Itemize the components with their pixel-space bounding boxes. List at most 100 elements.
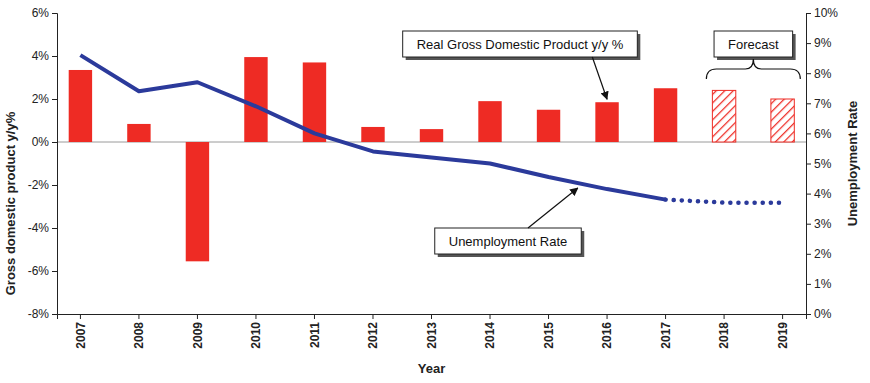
tick-mark (806, 254, 811, 255)
tick: 2% (806, 247, 832, 261)
tick: 2017 (659, 314, 673, 349)
tick-mark (431, 314, 432, 319)
tick-label: -4% (28, 221, 50, 235)
x-axis-title: Year (418, 361, 445, 376)
tick: 2009 (191, 314, 205, 349)
tick: 2013 (425, 314, 439, 349)
callout-box (435, 228, 582, 254)
tick-label: -2% (28, 178, 50, 192)
tick-mark (372, 314, 373, 319)
line (80, 55, 665, 199)
tick-label: 2% (32, 92, 50, 106)
tick-mark (52, 142, 57, 143)
tick-mark (806, 133, 811, 134)
callout-box (714, 31, 793, 57)
y-axis-title: Gross domestic product y/y% (3, 111, 18, 295)
tick-mark (314, 314, 315, 319)
bar (537, 110, 560, 142)
tick-mark (806, 103, 811, 104)
tick: 2% (32, 92, 57, 106)
tick: 10% (806, 6, 838, 20)
tick: -6% (28, 264, 57, 278)
tick-label: 6% (814, 127, 832, 141)
plot-marks (69, 55, 795, 261)
tick-mark (724, 314, 725, 319)
tick: 6% (32, 6, 57, 20)
axis-line (58, 315, 807, 320)
tick: 0% (32, 135, 57, 149)
tick-label: 6% (32, 6, 50, 20)
bar (595, 102, 618, 142)
tick-label: 4% (814, 187, 832, 201)
tick-mark (548, 314, 549, 319)
bar (244, 57, 267, 142)
tick: 2019 (776, 314, 790, 349)
bar (420, 129, 443, 142)
tick-mark (138, 314, 139, 319)
bar (478, 101, 501, 142)
tick: 3% (806, 217, 832, 231)
bar-callout: Real Gross Domestic Product y/y % (403, 31, 641, 60)
tick-mark (52, 99, 57, 100)
callout-text: Unemployment Rate (449, 234, 568, 249)
tick-label: 0% (814, 307, 832, 321)
tick-mark (806, 224, 811, 225)
tick: 2008 (132, 314, 146, 349)
tick: 2012 (366, 314, 380, 349)
tick-label: 2011 (308, 322, 322, 348)
tick-label: 2008 (132, 322, 146, 349)
axis-line (52, 14, 58, 315)
y2-axis: 0%1%2%3%4%5%6%7%8%9%10% (806, 6, 838, 321)
forecast-brace (706, 59, 800, 79)
tick: 2007 (74, 314, 88, 349)
chart: -8%-6%-4%-2%0%2%4%6%0%1%2%3%4%5%6%7%8%9%… (0, 0, 870, 383)
tick-label: 2010 (249, 322, 263, 349)
tick-mark (490, 314, 491, 319)
tick-mark (782, 314, 783, 319)
tick: 4% (32, 49, 57, 63)
tick: -2% (28, 178, 57, 192)
callout-text: Real Gross Domestic Product y/y % (417, 37, 624, 52)
tick-label: -8% (28, 307, 50, 321)
tick-mark (197, 314, 198, 319)
tick: 6% (806, 127, 832, 141)
tick-label: 2009 (191, 322, 205, 349)
bar-callout-arrow (592, 57, 607, 99)
tick-mark (806, 194, 811, 195)
axis-line (807, 14, 812, 315)
y-axis: -8% -6% -4% -2% 0% 2% 4% 6% (28, 6, 58, 321)
tick-label: 2013 (425, 322, 439, 349)
bar (127, 124, 150, 142)
tick-mark (607, 314, 608, 319)
tick: 1% (806, 277, 832, 291)
forecast-callout: Forecast (714, 31, 796, 60)
tick-label: 3% (814, 217, 832, 231)
tick-mark (806, 164, 811, 165)
tick-mark (52, 13, 57, 14)
tick-label: -6% (28, 264, 50, 278)
tick: -4% (28, 221, 57, 235)
forecast-bar (771, 99, 794, 142)
line-callout-arrow (528, 188, 578, 228)
tick-mark (806, 13, 811, 14)
forecast-line (666, 200, 783, 203)
bar (361, 127, 384, 142)
tick: 2011 (308, 314, 322, 348)
tick: 2014 (483, 314, 497, 349)
forecast-bar (712, 90, 735, 142)
tick-label: 2019 (776, 322, 790, 349)
tick-label: 7% (814, 97, 832, 111)
callout-text: Forecast (728, 37, 779, 52)
tick-label: 0% (32, 135, 50, 149)
tick: 5% (806, 157, 832, 171)
tick-mark (52, 314, 57, 315)
tick-mark (52, 228, 57, 229)
tick-label: 2018 (717, 322, 731, 349)
bar (654, 88, 677, 142)
tick: 2018 (717, 314, 731, 349)
bar (186, 142, 209, 261)
tick-label: 5% (814, 157, 832, 171)
tick: 4% (806, 187, 832, 201)
tick-mark (665, 314, 666, 319)
tick-label: 2015 (542, 322, 556, 349)
